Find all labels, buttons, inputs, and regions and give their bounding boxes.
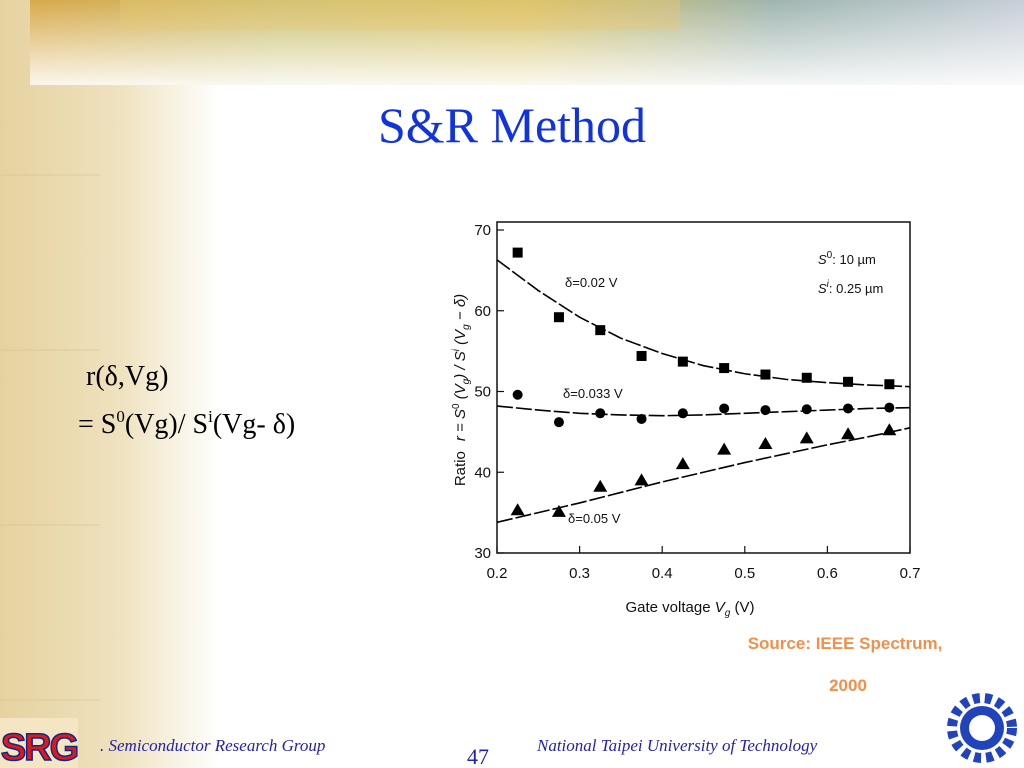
point: [719, 403, 730, 414]
logo-left-bg: [0, 718, 78, 768]
annotation-part: : 10 µm: [832, 252, 876, 267]
y-tick-label: 70: [474, 222, 491, 239]
point: [677, 356, 688, 367]
x-tick-label: 0.3: [569, 565, 590, 582]
formula-part: = S: [78, 409, 116, 440]
y-label-sup: 0: [451, 403, 462, 409]
point: [636, 413, 647, 424]
y-label-part: ) / S: [452, 351, 469, 381]
formula-sup: 0: [116, 407, 125, 426]
x-axis-label: Gate voltage Vg (V): [626, 599, 755, 619]
point: [551, 504, 566, 517]
series-label: δ=0.033 V: [563, 386, 623, 401]
footer-group: . Semiconductor Research Group: [100, 736, 325, 755]
slide-title: S&R Method: [378, 97, 646, 153]
label-bg: [566, 511, 638, 527]
x-tick-label: 0.2: [487, 565, 508, 582]
y-label-sub: g: [461, 378, 472, 384]
point: [884, 379, 895, 390]
x-label-sub: g: [725, 608, 731, 619]
label-bg: [561, 386, 633, 402]
annotation: Si: 0.25 µm: [818, 279, 883, 296]
point: [843, 403, 854, 414]
x-tick-label: 0.5: [734, 565, 755, 582]
point: [595, 325, 606, 336]
point: [760, 405, 771, 416]
page-number: 47: [467, 744, 489, 768]
point: [512, 389, 523, 400]
annotation-part: S: [818, 252, 827, 267]
x-tick-label: 0.4: [652, 565, 673, 582]
label-bg: [563, 275, 635, 291]
point: [677, 408, 688, 419]
point: [512, 247, 523, 258]
point: [553, 312, 564, 323]
point: [675, 457, 690, 470]
x-label-part: (V): [730, 599, 754, 616]
point: [760, 369, 771, 380]
banner-light: [120, 0, 680, 30]
y-label-part: − δ): [452, 294, 469, 324]
point: [882, 423, 897, 436]
fit-curve: [496, 259, 911, 388]
y-tick-label: 50: [474, 384, 491, 401]
formula-part: (Vg)/ S: [125, 409, 208, 440]
y-label-sup: i: [451, 348, 462, 351]
logo-left: SRG: [1, 727, 78, 768]
y-label-part: (V: [452, 328, 469, 349]
source: 2000: [829, 676, 867, 695]
formula-line: r(δ,Vg): [86, 361, 168, 392]
y-axis-label: Ratior = S0 (Vg) / Si (Vg − δ): [451, 294, 472, 486]
x-tick-label: 0.7: [900, 565, 921, 582]
formula-line: = S0(Vg)/ Si(Vg- δ): [78, 407, 295, 440]
y-label-part: (V: [452, 382, 469, 403]
point: [553, 417, 564, 428]
footer-university: National Taipei University of Technology: [536, 736, 818, 755]
annotation-part: S: [818, 281, 827, 296]
formula-sup: i: [208, 407, 213, 426]
point: [801, 404, 812, 415]
point: [595, 408, 606, 419]
series-label: δ=0.05 V: [568, 511, 621, 526]
x-tick-label: 0.6: [817, 565, 838, 582]
point: [799, 431, 814, 444]
series-label: δ=0.02 V: [565, 275, 618, 290]
point: [719, 363, 730, 374]
y-label-sub: g: [461, 324, 472, 330]
point: [843, 376, 854, 387]
source: Source: IEEE Spectrum,: [748, 634, 943, 653]
chart: Gate voltage Vg (V) Ratior = S0 (Vg) / S…: [451, 221, 921, 619]
point: [593, 479, 608, 492]
annotation-sup: 0: [827, 250, 833, 261]
annotation-part: : 0.25 µm: [829, 281, 883, 296]
y-tick-label: 30: [474, 545, 491, 562]
y-label-part: r = S: [452, 409, 469, 441]
point: [634, 473, 649, 486]
annotation-sup: i: [827, 279, 830, 290]
point: [758, 436, 773, 449]
point: [884, 402, 895, 413]
fit-curve: [496, 427, 911, 524]
fit-curve: [496, 405, 911, 417]
point: [510, 503, 525, 516]
logo-right: [947, 693, 1017, 763]
point: [841, 427, 856, 440]
y-label-part: Ratio: [452, 451, 469, 486]
annotation: S0: 10 µm: [818, 250, 876, 267]
y-tick-label: 60: [474, 303, 491, 320]
texture: [0, 174, 100, 701]
top-banner-fade: [30, 0, 1024, 85]
y-tick-label: 40: [474, 464, 491, 481]
left-strip: [0, 0, 220, 768]
x-label-part: V: [715, 599, 727, 616]
point: [717, 442, 732, 455]
point: [636, 350, 647, 361]
point: [801, 372, 812, 383]
plot-frame: [496, 221, 911, 554]
formula-part: (Vg- δ): [213, 409, 295, 440]
x-label-part: Gate voltage: [626, 599, 715, 616]
